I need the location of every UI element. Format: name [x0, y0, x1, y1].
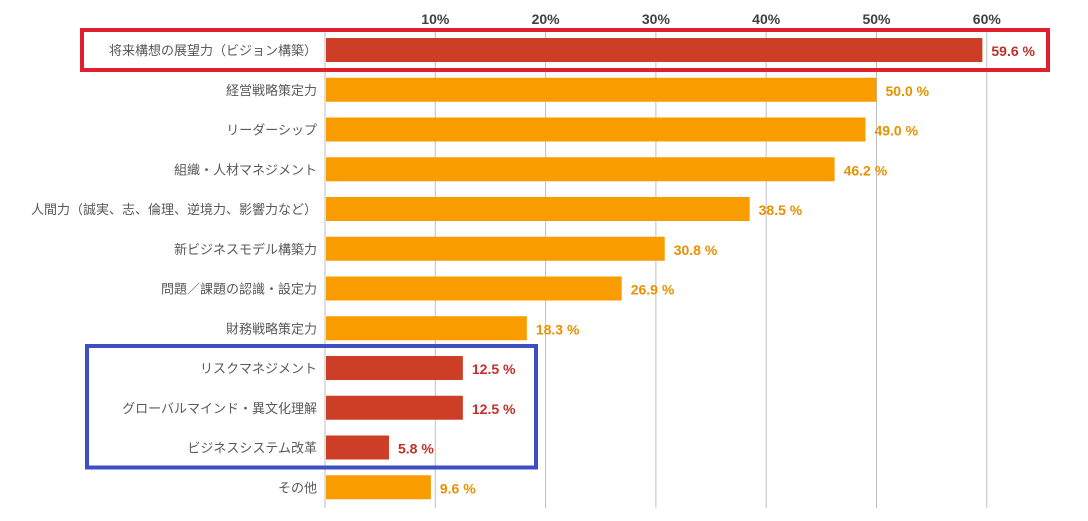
highlight-box-blue — [85, 344, 538, 470]
bar — [326, 197, 750, 221]
data-label: 46.2 % — [844, 162, 888, 178]
x-tick-label: 20% — [532, 11, 561, 27]
bar — [326, 356, 463, 380]
category-label: 経営戦略策定力 — [226, 83, 317, 99]
data-label: 30.8 % — [674, 242, 718, 258]
x-tick-label: 50% — [862, 11, 891, 27]
category-label: 問題／課題の認識・設定力 — [161, 282, 317, 298]
data-label: 18.3 % — [536, 321, 580, 337]
highlight-box-red — [80, 28, 1050, 72]
bar — [326, 236, 665, 261]
bar — [326, 435, 389, 460]
category-label: 組織・人材マネジメント — [174, 163, 317, 178]
x-tick-label: 10% — [421, 11, 450, 27]
data-label: 5.8 % — [398, 441, 434, 457]
category-label: 人間力（誠実、志、倫理、逆境力、影響力など） — [31, 202, 317, 218]
category-label: リーダーシップ — [226, 124, 317, 139]
bar — [326, 475, 431, 500]
data-label: 38.5 % — [759, 202, 803, 218]
data-label: 59.6 % — [991, 43, 1035, 59]
data-label: 12.5 % — [472, 401, 516, 417]
x-tick-label: 30% — [642, 11, 671, 27]
data-label: 12.5 % — [472, 361, 516, 377]
data-label: 9.6 % — [440, 480, 476, 496]
data-label: 49.0 % — [874, 123, 918, 139]
category-label: グローバルマインド・異文化理解 — [122, 402, 317, 417]
bar — [326, 117, 866, 142]
category-label: 財務戦略策定力 — [226, 321, 317, 337]
x-tick-label: 40% — [752, 11, 781, 27]
bar — [326, 395, 463, 420]
category-label: リスクマネジメント — [200, 362, 317, 377]
data-label: 50.0 % — [886, 83, 930, 99]
bar — [326, 157, 835, 182]
data-label: 26.9 % — [631, 282, 675, 298]
x-tick-label: 60% — [973, 11, 1002, 27]
category-label: その他 — [278, 481, 317, 496]
bar — [326, 316, 527, 341]
category-label: 新ビジネスモデル構築力 — [174, 242, 317, 258]
bar — [326, 276, 622, 301]
bar — [326, 38, 983, 62]
category-label: 将来構想の展望力（ビジョン構築） — [109, 43, 317, 59]
bar — [326, 77, 877, 102]
category-label: ビジネスシステム改革 — [187, 442, 317, 457]
